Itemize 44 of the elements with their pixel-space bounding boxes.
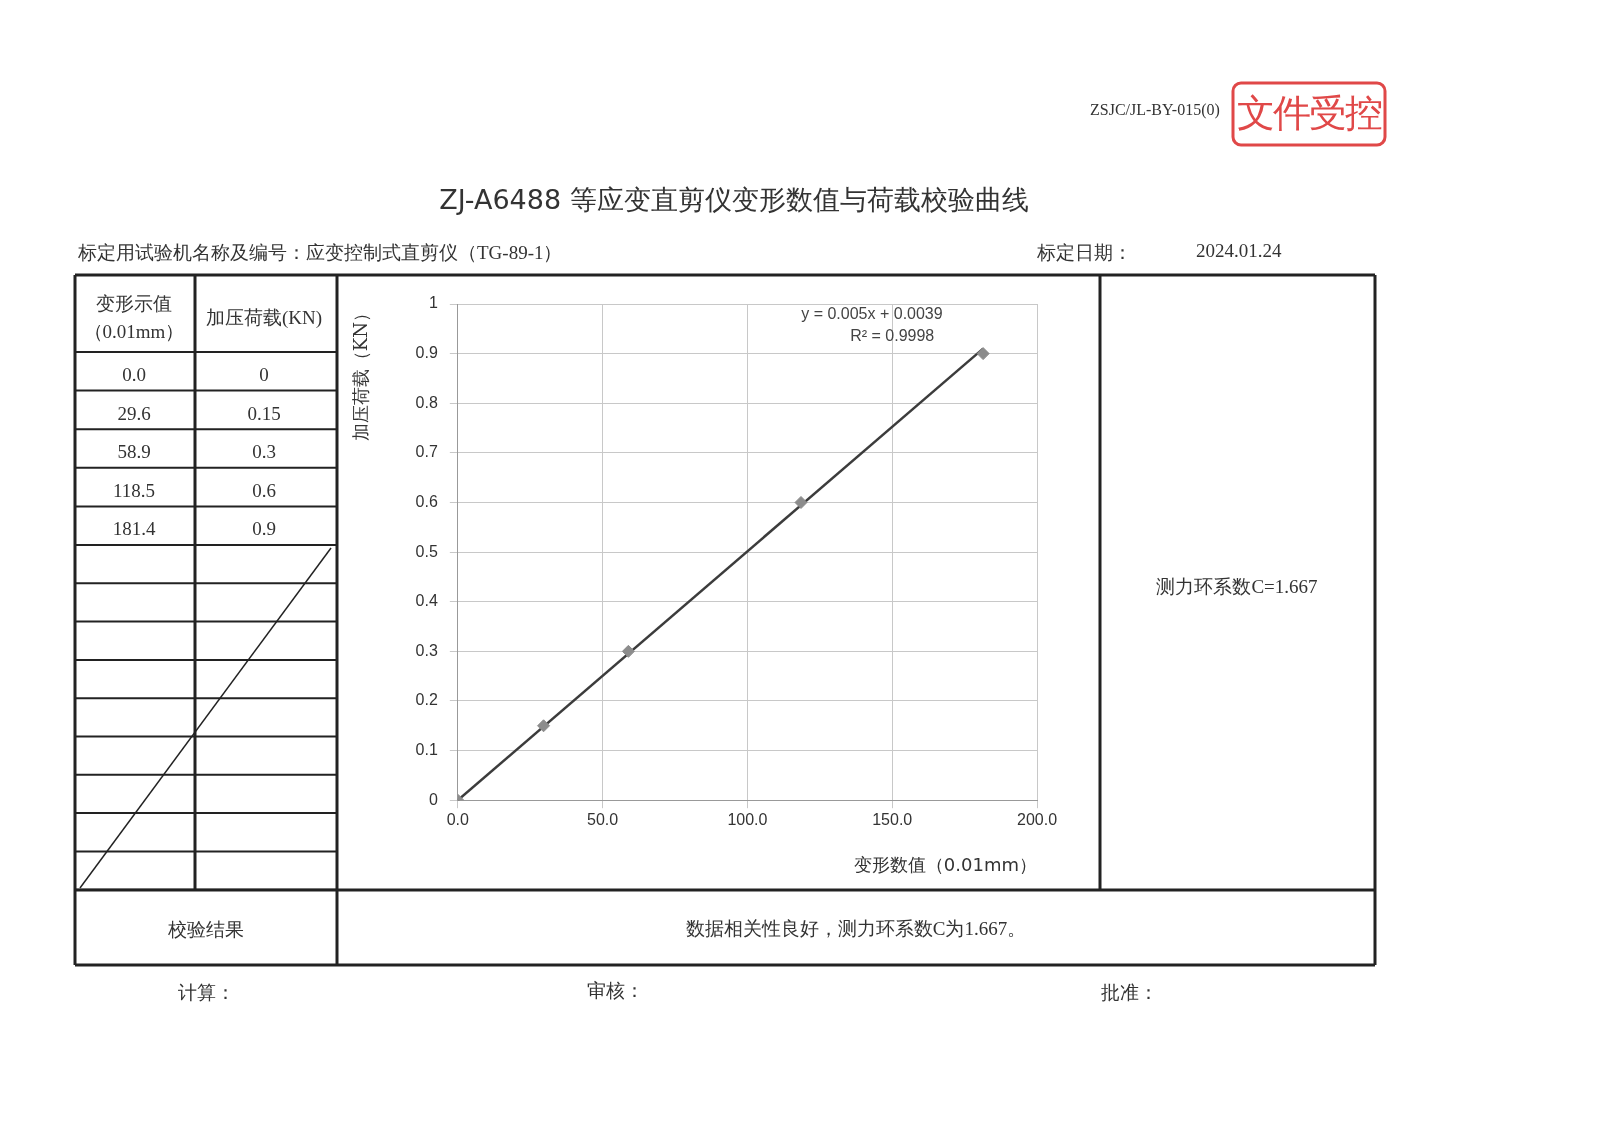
text: 0 [259,364,269,386]
text: 181.4 [112,518,156,541]
text: 0.15 [247,402,281,425]
y-tick-label: 0.9 [415,344,438,362]
x-tick-label: 0.0 [446,811,470,829]
y-tick-label: 0.8 [415,393,438,411]
text: 计算： [178,981,235,1005]
y-tick-label: 0.4 [415,592,438,610]
text: ZSJC/JL-BY-015(0) [1090,101,1220,119]
text: 数据相关性良好，测力环系数C为1.667。 [685,917,1027,941]
text: 0.6 [252,479,276,502]
x-tick-label: 200.0 [1016,811,1058,829]
text: 0.3 [252,441,276,464]
text: 标定日期： [1037,241,1132,265]
x-tick-label: 100.0 [727,811,768,829]
chart-title: ZJ-A6488 等应变直剪仪变形数值与荷载校验曲线 [439,183,1029,217]
y-tick-label: 0.2 [415,691,438,709]
y-tick-label: 0.1 [415,740,438,758]
y-tick-label: 0 [428,790,438,808]
annotation: y = 0.005x + 0.0039 [801,304,943,322]
text: 29.6 [117,402,151,425]
y-tick-label: 1 [428,294,438,312]
text: 0.0 [122,364,146,386]
text: 文件受控 [1237,90,1381,137]
text: 测力环系数C=1.667 [1156,575,1318,599]
y-axis-title: 加压荷载（KN） [350,304,372,442]
y-tick-label: 0.3 [415,641,438,659]
text: 58.9 [117,441,151,464]
text: 批准： [1101,981,1158,1005]
x-tick-label: 50.0 [587,811,619,829]
y-tick-label: 0.7 [415,443,438,461]
text: 审核： [587,979,644,1003]
text: 标定用试验机名称及编号：应变控制式直剪仪（TG-89-1） [78,241,563,265]
y-tick-label: 0.6 [415,492,438,510]
text: 118.5 [112,479,156,502]
x-axis-title: 变形数值（0.01mm） [853,853,1037,875]
text: 2024.01.24 [1196,240,1282,262]
annotation: R² = 0.9998 [850,327,935,345]
text: 校验结果 [168,918,244,942]
x-tick-label: 150.0 [872,811,913,829]
y-tick-label: 0.5 [415,542,438,560]
text: 加压荷载(KN) [205,306,323,330]
text: 变形示值（0.01mm） [82,292,186,344]
text: 0.9 [252,518,276,541]
